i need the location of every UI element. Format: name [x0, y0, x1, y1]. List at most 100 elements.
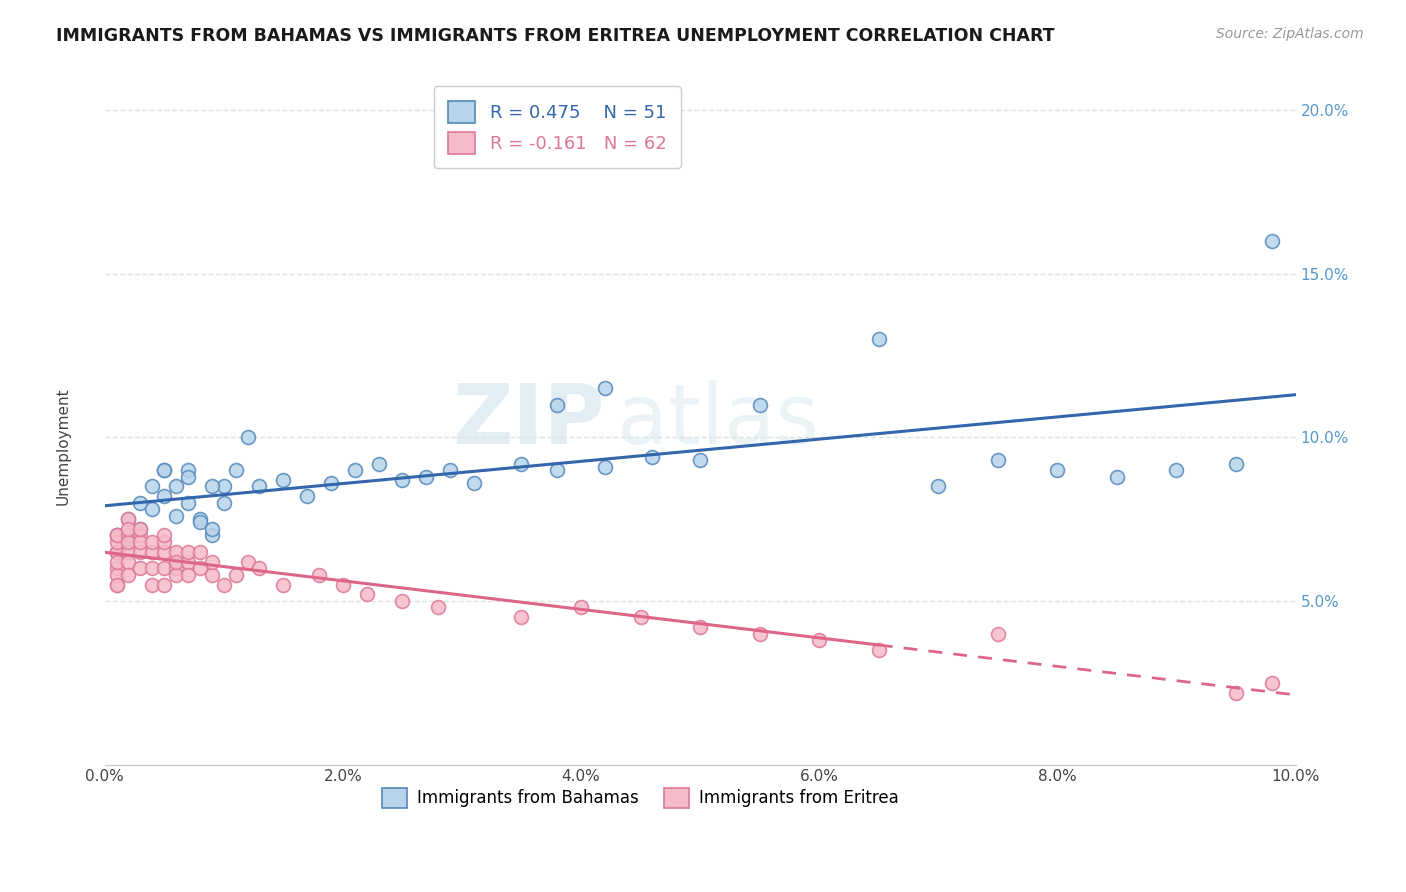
- Point: [153, 545, 176, 559]
- Point: [129, 522, 152, 536]
- Point: [177, 469, 200, 483]
- Point: [201, 522, 224, 536]
- Point: [129, 528, 152, 542]
- Point: [165, 561, 187, 575]
- Point: [129, 496, 152, 510]
- Point: [129, 535, 152, 549]
- Point: [117, 545, 139, 559]
- Point: [415, 469, 437, 483]
- Point: [153, 463, 176, 477]
- Point: [689, 453, 711, 467]
- Point: [748, 398, 770, 412]
- Point: [117, 535, 139, 549]
- Point: [546, 463, 568, 477]
- Point: [295, 489, 318, 503]
- Point: [153, 561, 176, 575]
- Text: atlas: atlas: [617, 381, 818, 461]
- Point: [105, 545, 128, 559]
- Point: [165, 545, 187, 559]
- Point: [201, 528, 224, 542]
- Point: [188, 516, 211, 530]
- Point: [391, 594, 413, 608]
- Point: [129, 561, 152, 575]
- Point: [249, 561, 271, 575]
- Point: [463, 476, 485, 491]
- Point: [236, 555, 259, 569]
- Point: [117, 555, 139, 569]
- Point: [367, 457, 389, 471]
- Point: [165, 555, 187, 569]
- Point: [188, 561, 211, 575]
- Point: [356, 587, 378, 601]
- Point: [105, 545, 128, 559]
- Point: [177, 463, 200, 477]
- Point: [748, 626, 770, 640]
- Point: [177, 496, 200, 510]
- Point: [105, 577, 128, 591]
- Point: [1225, 685, 1247, 699]
- Point: [117, 535, 139, 549]
- Point: [177, 567, 200, 582]
- Point: [439, 463, 461, 477]
- Point: [343, 463, 366, 477]
- Point: [105, 555, 128, 569]
- Point: [153, 535, 176, 549]
- Point: [105, 528, 128, 542]
- Point: [188, 545, 211, 559]
- Point: [249, 479, 271, 493]
- Point: [212, 577, 235, 591]
- Text: Source: ZipAtlas.com: Source: ZipAtlas.com: [1216, 27, 1364, 41]
- Point: [1166, 463, 1188, 477]
- Point: [201, 555, 224, 569]
- Point: [129, 522, 152, 536]
- Point: [1225, 457, 1247, 471]
- Point: [1261, 675, 1284, 690]
- Point: [153, 528, 176, 542]
- Point: [177, 545, 200, 559]
- Point: [427, 600, 450, 615]
- Point: [689, 620, 711, 634]
- Point: [129, 545, 152, 559]
- Point: [1261, 234, 1284, 248]
- Point: [641, 450, 664, 464]
- Point: [105, 545, 128, 559]
- Text: IMMIGRANTS FROM BAHAMAS VS IMMIGRANTS FROM ERITREA UNEMPLOYMENT CORRELATION CHAR: IMMIGRANTS FROM BAHAMAS VS IMMIGRANTS FR…: [56, 27, 1054, 45]
- Point: [546, 398, 568, 412]
- Point: [201, 567, 224, 582]
- Point: [177, 555, 200, 569]
- Text: Unemployment: Unemployment: [56, 387, 70, 505]
- Point: [808, 633, 831, 648]
- Point: [308, 567, 330, 582]
- Point: [987, 453, 1010, 467]
- Text: ZIP: ZIP: [453, 381, 605, 461]
- Point: [117, 512, 139, 526]
- Point: [105, 535, 128, 549]
- Point: [153, 489, 176, 503]
- Point: [165, 479, 187, 493]
- Point: [630, 610, 652, 624]
- Point: [212, 496, 235, 510]
- Point: [1105, 469, 1128, 483]
- Point: [510, 457, 533, 471]
- Point: [141, 545, 163, 559]
- Point: [117, 528, 139, 542]
- Point: [188, 512, 211, 526]
- Point: [141, 535, 163, 549]
- Point: [987, 626, 1010, 640]
- Point: [391, 473, 413, 487]
- Point: [153, 463, 176, 477]
- Point: [117, 522, 139, 536]
- Point: [105, 561, 128, 575]
- Point: [165, 567, 187, 582]
- Point: [141, 577, 163, 591]
- Point: [225, 463, 247, 477]
- Point: [319, 476, 342, 491]
- Point: [105, 567, 128, 582]
- Point: [225, 567, 247, 582]
- Point: [153, 577, 176, 591]
- Point: [868, 332, 890, 346]
- Point: [273, 577, 295, 591]
- Point: [141, 479, 163, 493]
- Point: [117, 512, 139, 526]
- Point: [927, 479, 949, 493]
